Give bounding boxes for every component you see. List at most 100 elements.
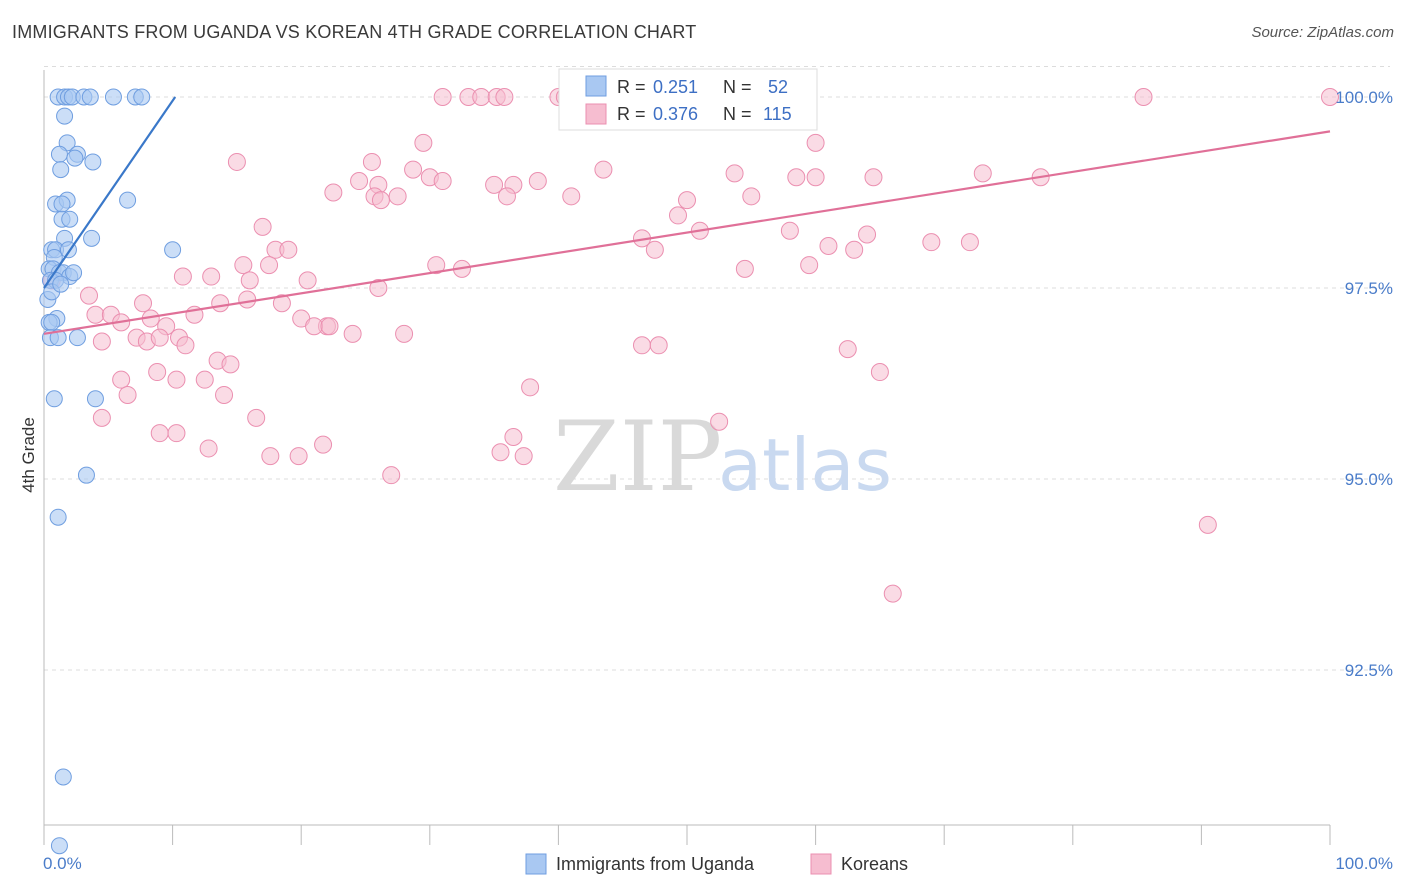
koreans-point-46 [645, 240, 664, 259]
koreans-point-99 [491, 443, 510, 462]
watermark: ZIP atlas [553, 401, 892, 513]
stats-r-value-pink: 0.376 [653, 104, 698, 124]
x-tick-label-max: 100.0% [1335, 854, 1393, 873]
koreans-point-0 [433, 88, 452, 106]
uganda-point-14 [84, 153, 102, 171]
uganda-point-45 [77, 466, 95, 484]
koreans-point-31 [324, 183, 343, 202]
uganda-point-39 [43, 313, 61, 331]
uganda-point-44 [86, 390, 104, 408]
uganda-point-15 [66, 149, 84, 167]
legend-label-uganda: Immigrants from Uganda [556, 854, 755, 874]
koreans-point-101 [521, 378, 540, 397]
koreans-point-44 [960, 233, 979, 252]
koreans-point-34 [388, 187, 407, 206]
stats-legend-swatch-pink [585, 103, 607, 125]
koreans-point-79 [150, 328, 169, 347]
koreans-point-56 [240, 271, 259, 290]
uganda-point-48 [50, 837, 68, 855]
koreans-point-53 [279, 240, 298, 259]
koreans-point-103 [710, 412, 729, 431]
koreans-point-62 [238, 290, 257, 309]
stats-n-value-pink: 115 [763, 104, 792, 124]
koreans-point-47 [735, 259, 754, 278]
koreans-point-97 [314, 435, 333, 454]
koreans-point-41 [780, 221, 799, 240]
koreans-point-61 [272, 294, 291, 313]
uganda-trend-line [43, 96, 177, 289]
koreans-point-106 [838, 340, 857, 359]
koreans-point-36 [562, 187, 581, 206]
stats-n-label-pink: N = [723, 104, 752, 124]
gridlines [44, 65, 1390, 671]
koreans-point-54 [234, 256, 253, 275]
uganda-point-13 [52, 161, 70, 179]
koreans-point-49 [819, 236, 838, 255]
koreans-point-87 [195, 370, 214, 389]
koreans-point-113 [369, 279, 388, 297]
koreans-point-68 [305, 317, 324, 336]
watermark-atlas: atlas [718, 423, 892, 507]
uganda-point-42 [68, 329, 86, 347]
uganda-points [39, 88, 182, 855]
koreans-points [42, 88, 1339, 603]
koreans-point-50 [845, 240, 864, 259]
koreans-point-18 [433, 172, 452, 191]
y-tick-label-3: 92.5% [1345, 661, 1393, 680]
uganda-point-46 [49, 508, 67, 526]
uganda-point-8 [133, 88, 151, 106]
koreans-point-14 [227, 152, 246, 171]
trend-lines [43, 96, 1331, 335]
koreans-point-28 [864, 168, 883, 187]
uganda-point-19 [119, 191, 137, 209]
koreans-point-37 [678, 191, 696, 210]
source-label: Source: ZipAtlas.com [1251, 24, 1394, 41]
koreans-point-11 [1321, 88, 1339, 106]
koreans-point-94 [199, 439, 218, 458]
koreans-point-60 [298, 271, 317, 290]
koreans-point-84 [112, 370, 131, 389]
uganda-point-51 [65, 264, 83, 282]
koreans-point-91 [92, 408, 111, 427]
koreans-point-51 [253, 217, 272, 236]
koreans-point-25 [725, 164, 744, 183]
koreans-point-24 [594, 160, 613, 179]
koreans-point-70 [395, 324, 414, 343]
koreans-point-80 [176, 336, 195, 355]
koreans-point-2 [472, 88, 491, 106]
koreans-point-104 [649, 336, 668, 355]
koreans-point-92 [150, 424, 169, 443]
koreans-point-63 [211, 294, 230, 313]
y-tick-label-1: 97.5% [1345, 279, 1393, 298]
y-tick-label-2: 95.0% [1345, 470, 1393, 489]
uganda-point-23 [83, 229, 101, 247]
koreans-point-98 [382, 466, 401, 485]
koreans-point-10 [1134, 88, 1153, 106]
koreans-point-4 [495, 88, 514, 106]
stats-n-value-blue: 52 [768, 77, 788, 97]
koreans-point-96 [289, 447, 308, 466]
koreans-point-27 [806, 168, 825, 187]
koreans-point-29 [973, 164, 992, 183]
uganda-point-6 [104, 88, 122, 106]
uganda-point-5 [81, 88, 99, 106]
koreans-point-19 [350, 172, 369, 191]
koreans-point-12 [806, 133, 825, 152]
koreans-point-88 [118, 385, 137, 404]
koreans-point-102 [632, 336, 651, 355]
koreans-point-55 [202, 267, 221, 286]
koreans-point-71 [320, 317, 339, 336]
y-tick-label-0: 100.0% [1335, 88, 1393, 107]
koreans-point-59 [427, 256, 446, 275]
watermark-zip: ZIP [553, 401, 722, 513]
koreans-point-86 [167, 370, 186, 389]
koreans-point-15 [362, 152, 381, 171]
legend-swatch-uganda [525, 853, 547, 875]
koreans-point-43 [922, 233, 941, 252]
legend-swatch-koreans [810, 853, 832, 875]
stats-r-label-pink: R = [617, 104, 646, 124]
koreans-trend-line [43, 130, 1331, 335]
koreans-point-16 [404, 160, 423, 179]
stats-n-label-blue: N = [723, 77, 752, 97]
